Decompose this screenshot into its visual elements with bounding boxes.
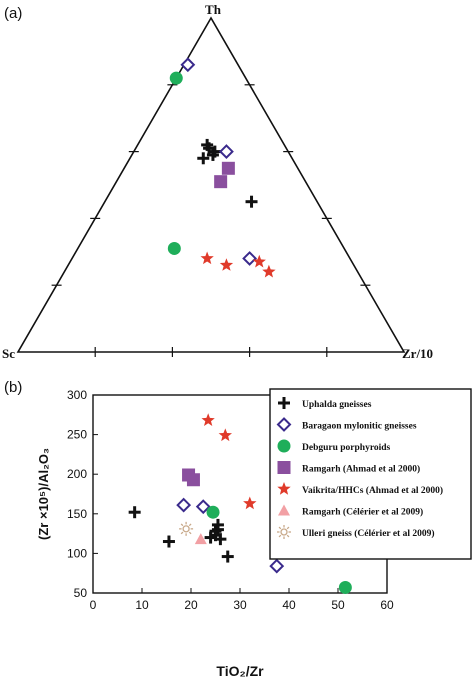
ternary-point-ramgarh_ahmad — [221, 161, 235, 175]
panel-a-label: (a) — [4, 5, 22, 22]
ternary-point-baragaon — [242, 251, 258, 266]
data-point-debguru — [206, 505, 220, 519]
data-point-baragaon — [195, 499, 211, 515]
data-point-uphalda — [209, 525, 222, 538]
ternary-panel: (a) Th Sc Zr/10 — [2, 2, 433, 361]
x-tick-label: 10 — [135, 598, 149, 612]
x-axis-label: TiO₂/Zr — [216, 663, 264, 678]
scatter-points — [128, 413, 352, 594]
legend-marker-debguru — [277, 439, 291, 453]
ternary-points — [167, 57, 276, 278]
x-tick-label: 30 — [233, 598, 247, 612]
y-tick-label: 250 — [67, 428, 87, 442]
data-point-ulleri — [179, 521, 194, 536]
legend-label: Debguru porphyroids — [302, 443, 391, 453]
ternary-point-vaikrita — [200, 251, 214, 265]
vertex-label-right: Zr/10 — [402, 346, 433, 361]
y-tick-label: 50 — [74, 586, 88, 600]
y-tick-label: 150 — [67, 507, 87, 521]
data-point-vaikrita — [243, 496, 257, 510]
y-tick-label: 300 — [67, 388, 87, 402]
y-axis-label: (Zr ×10⁵)/Al₂O₃ — [36, 448, 51, 540]
data-point-uphalda — [221, 550, 234, 563]
ternary-point-debguru — [167, 241, 181, 255]
ternary-point-vaikrita — [219, 258, 234, 271]
data-point-uphalda — [162, 535, 175, 548]
legend-label: Ramgarh (Célérier et al 2009) — [302, 507, 423, 518]
data-point-uphalda — [211, 518, 224, 531]
ternary-point-debguru — [169, 71, 183, 85]
x-tick-label: 40 — [282, 598, 296, 612]
vertex-label-left: Sc — [2, 346, 15, 361]
legend: Uphalda gneisses Baragaon mylonitic gneis… — [269, 388, 472, 560]
data-point-ramgarh_celerier — [194, 533, 207, 545]
data-point-vaikrita — [218, 428, 232, 442]
scatter-panel: (b) 0 10 20 30 40 50 60 50 100 150 200 250 300 TiO₂/… — [4, 379, 472, 678]
ternary-triangle — [16, 16, 406, 353]
y-tick-label: 100 — [67, 546, 87, 560]
legend-marker-baragaon — [276, 417, 292, 432]
legend-box — [269, 388, 472, 560]
ternary-point-vaikrita — [252, 254, 266, 268]
data-point-uphalda — [214, 533, 227, 546]
x-tick-label: 20 — [184, 598, 198, 612]
ternary-point-uphalda — [245, 195, 258, 208]
ternary-point-baragaon — [180, 57, 196, 73]
legend-label: Uphalda gneisses — [302, 400, 372, 410]
legend-marker-ulleri — [277, 525, 291, 539]
data-point-baragaon — [269, 558, 285, 574]
panel-b-label: (b) — [4, 379, 22, 396]
x-tick-label: 60 — [380, 598, 394, 612]
y-tick-label: 200 — [67, 467, 87, 481]
legend-label: Ulleri gneiss (Célérier et al 2009) — [302, 528, 435, 539]
legend-label: Baragaon mylonitic gneisses — [302, 422, 417, 432]
legend-label: Vaikrita/HHCs (Ahmad et al 2000) — [302, 485, 443, 496]
x-tick-label: 50 — [331, 598, 345, 612]
axis-ticks: 0 10 20 30 40 50 60 50 100 150 200 250 300 — [67, 388, 394, 612]
legend-marker-ramgarh_ahmad — [277, 461, 291, 474]
legend-marker-uphalda — [278, 397, 290, 409]
x-tick-label: 0 — [90, 598, 97, 612]
data-point-uphalda — [128, 506, 141, 519]
ternary-point-uphalda — [197, 152, 210, 165]
ternary-ticks — [51, 84, 371, 357]
vertex-label-top: Th — [205, 2, 222, 17]
data-point-baragaon — [176, 497, 192, 513]
ternary-point-baragaon — [219, 144, 234, 160]
legend-marker-vaikrita — [277, 482, 291, 495]
ternary-point-vaikrita — [262, 264, 276, 278]
data-point-ramgarh_ahmad — [186, 473, 200, 487]
ternary-point-uphalda — [208, 145, 221, 158]
ternary-point-ramgarh_ahmad — [214, 175, 228, 189]
legend-label: Ramgarh (Ahmad et al 2000) — [302, 464, 420, 475]
data-point-vaikrita — [201, 413, 215, 426]
legend-marker-ramgarh_celerier — [278, 504, 290, 516]
data-point-debguru — [338, 580, 352, 594]
